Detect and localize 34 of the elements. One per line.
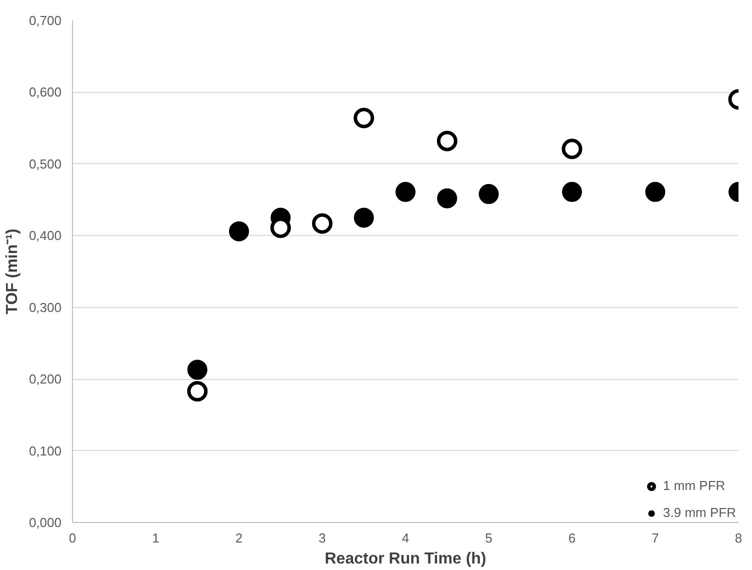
point [562, 138, 582, 160]
x-tick-label: 6 [568, 530, 576, 546]
point [396, 182, 416, 202]
x-tick-label: 8 [734, 530, 742, 546]
x-tick-label: 1 [152, 530, 160, 546]
y-tick-label: 0,700 [28, 13, 62, 28]
y-tick-label: 0,000 [28, 515, 62, 530]
point [437, 188, 458, 208]
point [478, 184, 499, 204]
legend-label: 3.9 mm PFR [663, 505, 736, 520]
x-axis-title: Reactor Run Time (h) [324, 550, 486, 568]
legend-label: 1 mm PFR [663, 478, 726, 493]
x-tick-label: 3 [318, 530, 326, 546]
point [354, 108, 374, 128]
x-tick-label: 0 [68, 530, 76, 546]
point [436, 130, 458, 152]
point [562, 182, 582, 202]
x-tick-label: 5 [485, 530, 492, 546]
x-tick-label: 7 [652, 530, 659, 546]
y-tick-label: 0,100 [28, 443, 62, 458]
y-tick-label: 0,300 [28, 300, 62, 315]
y-tick-label: 0,200 [28, 372, 62, 387]
point [187, 381, 208, 402]
y-axis-title: TOF (min⁻¹) [4, 228, 21, 314]
point [312, 213, 332, 234]
point [229, 221, 249, 242]
point [645, 182, 666, 202]
point [187, 360, 208, 380]
point [354, 208, 374, 228]
y-tick-label: 0,500 [28, 156, 62, 172]
x-tick-label: 2 [235, 530, 243, 546]
y-tick-label: 0,600 [28, 84, 62, 100]
y-tick-label: 0,400 [28, 228, 62, 244]
x-tick-label: 4 [402, 530, 410, 546]
